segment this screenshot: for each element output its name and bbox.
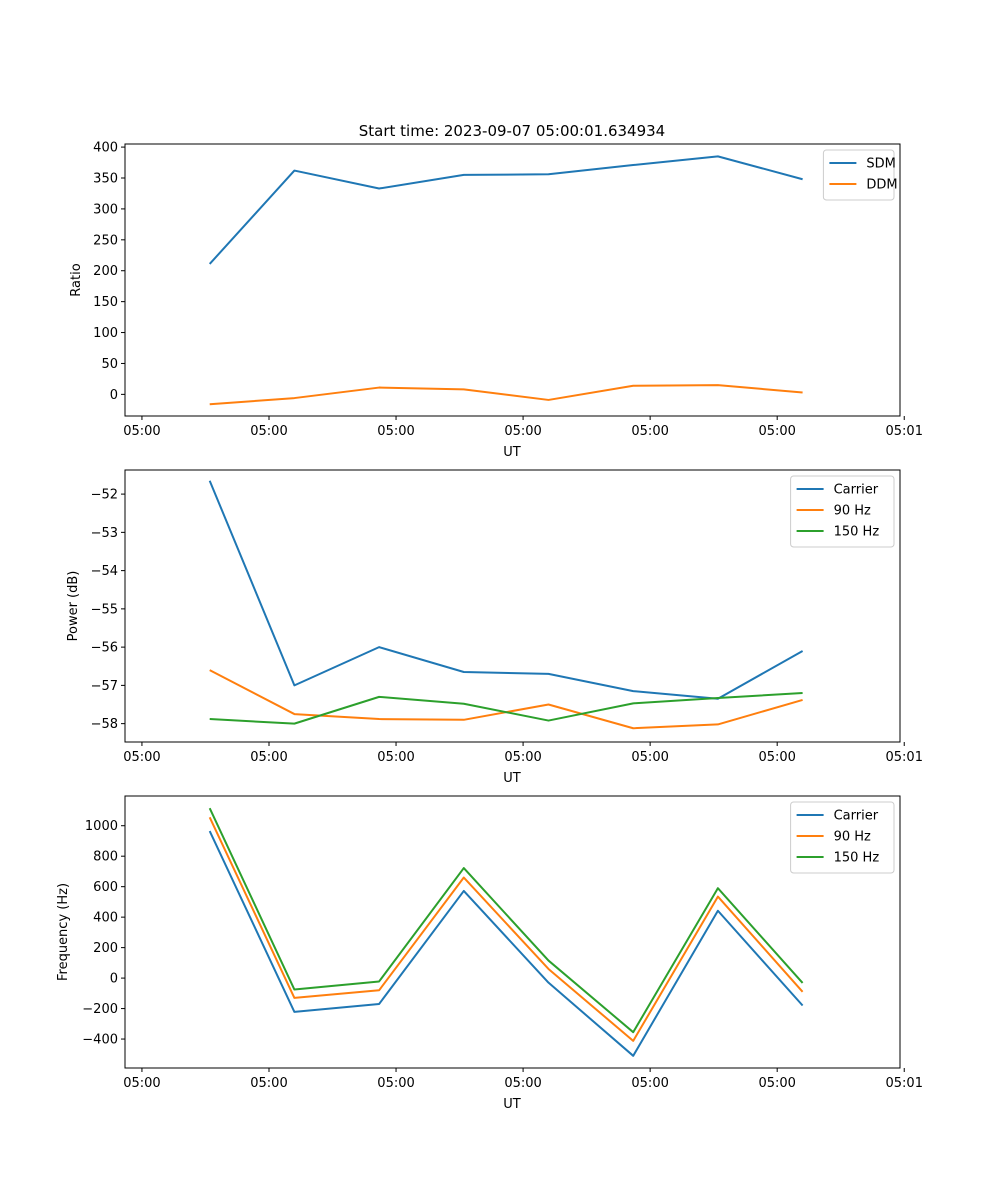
power-legend-label-carrier: Carrier bbox=[834, 483, 879, 498]
power-x-axis-label: UT bbox=[503, 771, 521, 786]
power-x-tick-label: 05:00 bbox=[123, 750, 160, 765]
power-x-tick-label: 05:00 bbox=[758, 750, 795, 765]
frequency-x-tick-label: 05:00 bbox=[250, 1076, 287, 1091]
frequency-x-tick-label: 05:00 bbox=[123, 1076, 160, 1091]
ratio-x-axis: 05:00 05:00 05:00 05:00 05:00 05:00 05:01 bbox=[123, 416, 923, 439]
power-legend: Carrier 90 Hz 150 Hz bbox=[790, 475, 895, 548]
power-x-tick-label: 05:00 bbox=[631, 750, 668, 765]
power-x-tick-label: 05:00 bbox=[250, 750, 287, 765]
frequency-y-tick-label: −400 bbox=[82, 1033, 118, 1048]
ratio-x-tick-label: 05:00 bbox=[631, 424, 668, 439]
frequency-y-tick-label: 200 bbox=[93, 941, 118, 956]
ratio-y-tick-label: 50 bbox=[101, 357, 118, 372]
frequency-x-tick-label: 05:00 bbox=[758, 1076, 795, 1091]
ratio-x-tick-label: 05:00 bbox=[250, 424, 287, 439]
frequency-y-tick-label: 600 bbox=[93, 880, 118, 895]
frequency-y-tick-label: −200 bbox=[82, 1002, 118, 1017]
ratio-legend-label-ddm: DDM bbox=[866, 178, 897, 193]
ratio-plot-frame bbox=[124, 143, 901, 417]
power-series bbox=[208, 480, 804, 730]
frequency-x-axis-label: UT bbox=[503, 1097, 521, 1112]
ratio-y-tick-label: 250 bbox=[93, 233, 118, 248]
ratio-legend-label-sdm: SDM bbox=[866, 157, 895, 172]
frequency-legend-label-90-hz: 90 Hz bbox=[834, 830, 871, 845]
chart-title: Start time: 2023-09-07 05:00:01.634934 bbox=[359, 122, 665, 140]
power-y-tick-label: −52 bbox=[91, 488, 118, 503]
frequency-legend-label-carrier: Carrier bbox=[834, 809, 879, 824]
power-y-axis-label: Power (dB) bbox=[66, 571, 81, 642]
power-legend-label-150-hz: 150 Hz bbox=[834, 525, 880, 540]
power-legend-box bbox=[790, 475, 895, 548]
ratio-series bbox=[208, 155, 803, 406]
ratio-y-tick-label: 200 bbox=[93, 264, 118, 279]
power-x-tick-label: 05:01 bbox=[886, 750, 923, 765]
frequency-150-hz-line bbox=[208, 807, 804, 1034]
ratio-x-tick-label: 05:01 bbox=[886, 424, 923, 439]
ratio-y-tick-label: 400 bbox=[93, 141, 118, 156]
frequency-y-tick-label: 400 bbox=[93, 911, 118, 926]
ratio-y-tick-label: 350 bbox=[93, 172, 118, 187]
power-plot-frame bbox=[124, 469, 901, 743]
power-y-axis: −58 −57 −56 −55 −54 −53 −52 bbox=[91, 488, 125, 732]
frequency-legend-box bbox=[790, 801, 895, 874]
frequency-y-axis: −400 −200 0 200 400 600 800 1000 bbox=[82, 819, 125, 1048]
frequency-series bbox=[208, 807, 804, 1057]
ratio-y-tick-label: 150 bbox=[93, 295, 118, 310]
ratio-y-tick-label: 0 bbox=[110, 388, 118, 403]
ratio-sdm-line bbox=[208, 155, 803, 265]
power-y-tick-label: −57 bbox=[91, 679, 118, 694]
power-x-tick-label: 05:00 bbox=[377, 750, 414, 765]
frequency-90-hz-line bbox=[208, 816, 804, 1042]
frequency-x-tick-label: 05:00 bbox=[631, 1076, 668, 1091]
frequency-x-axis: 05:00 05:00 05:00 05:00 05:00 05:00 05:01 bbox=[123, 1068, 923, 1091]
frequency-y-tick-label: 800 bbox=[93, 850, 118, 865]
power-y-tick-label: −53 bbox=[91, 526, 118, 541]
frequency-carrier-line bbox=[208, 830, 804, 1057]
power-150-hz-line bbox=[209, 692, 803, 725]
frequency-y-axis-label: Frequency (Hz) bbox=[56, 883, 71, 981]
ratio-x-tick-label: 05:00 bbox=[504, 424, 541, 439]
ratio-x-tick-label: 05:00 bbox=[758, 424, 795, 439]
power-legend-label-90-hz: 90 Hz bbox=[834, 504, 871, 519]
ratio-x-tick-label: 05:00 bbox=[123, 424, 160, 439]
frequency-x-tick-label: 05:00 bbox=[504, 1076, 541, 1091]
power-y-tick-label: −54 bbox=[91, 564, 118, 579]
frequency-y-tick-label: 0 bbox=[110, 972, 118, 987]
frequency-legend-label-150-hz: 150 Hz bbox=[834, 851, 880, 866]
ratio-ddm-line bbox=[209, 384, 803, 406]
ratio-y-tick-label: 300 bbox=[93, 202, 118, 217]
power-y-tick-label: −55 bbox=[91, 602, 118, 617]
ratio-x-axis-label: UT bbox=[503, 445, 521, 460]
frequency-x-tick-label: 05:01 bbox=[886, 1076, 923, 1091]
power-x-tick-label: 05:00 bbox=[504, 750, 541, 765]
frequency-y-tick-label: 1000 bbox=[85, 819, 118, 834]
ratio-x-tick-label: 05:00 bbox=[377, 424, 414, 439]
ratio-legend: SDM DDM bbox=[822, 149, 898, 201]
power-x-axis: 05:00 05:00 05:00 05:00 05:00 05:00 05:01 bbox=[123, 742, 923, 765]
frequency-x-tick-label: 05:00 bbox=[377, 1076, 414, 1091]
ratio-y-axis-label: Ratio bbox=[69, 263, 84, 296]
ratio-y-tick-label: 100 bbox=[93, 326, 118, 341]
ratio-y-axis: 0 50 100 150 200 250 300 350 400 bbox=[93, 141, 125, 403]
power-y-tick-label: −56 bbox=[91, 641, 118, 656]
power-panel: −58−57−56−55−54−53−52 05:00 05:00 05:00 05:… bbox=[66, 469, 923, 786]
power-y-tick-label: −58 bbox=[91, 717, 118, 732]
frequency-plot-frame bbox=[124, 795, 901, 1069]
power-carrier-line bbox=[208, 480, 804, 700]
frequency-legend: Carrier 90 Hz 150 Hz bbox=[790, 801, 895, 874]
